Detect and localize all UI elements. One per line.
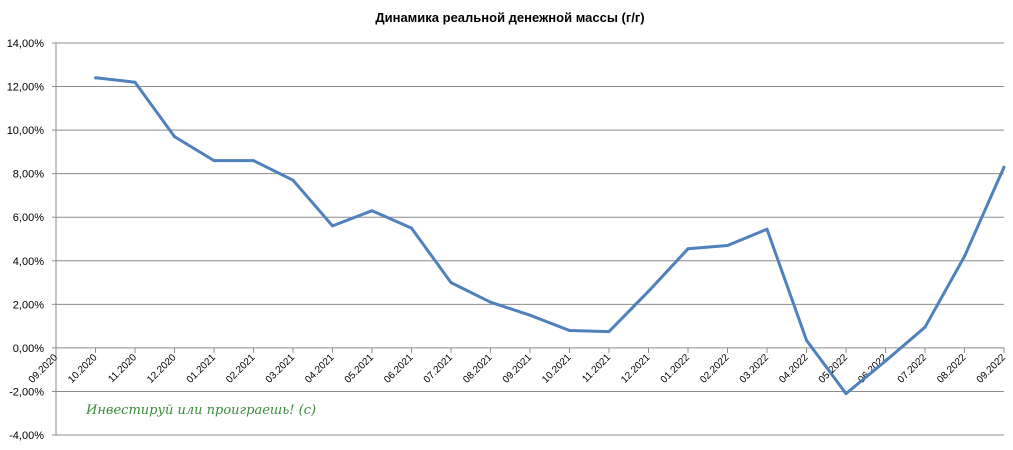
x-tick-label: 04.2022 (777, 352, 811, 386)
y-tick-label: 4,00% (13, 256, 44, 268)
data-point (252, 159, 255, 163)
x-tick-label: 11.2020 (106, 352, 139, 385)
x-tick-label: 04.2021 (303, 352, 337, 386)
data-point (607, 330, 611, 334)
x-tick-label: 09.2020 (27, 352, 61, 386)
x-tick-label: 02.2021 (224, 352, 258, 386)
data-point (1002, 165, 1006, 169)
data-point (568, 328, 571, 332)
x-tick-label: 10.2020 (66, 352, 100, 386)
x-tick-label: 05.2022 (817, 352, 851, 386)
data-point (410, 226, 413, 230)
data-point (805, 338, 808, 342)
series-group (94, 76, 1006, 396)
y-tick-label: 8,00% (13, 169, 44, 181)
y-tick-label: -2,00% (9, 386, 44, 398)
data-point (528, 313, 532, 317)
y-tick-label: 2,00% (13, 299, 44, 311)
chart-title: Динамика реальной денежной массы (г/г) (375, 10, 644, 25)
series-line (95, 76, 1006, 396)
x-tick-label: 10.2021 (540, 352, 574, 386)
x-tick-label: 11.2021 (580, 352, 613, 385)
data-point (765, 227, 769, 231)
data-point (884, 359, 887, 363)
x-tick-label: 03.2022 (738, 352, 772, 386)
y-tick-label: 14,00% (7, 38, 45, 50)
data-point (212, 159, 216, 163)
data-point (647, 289, 650, 293)
y-tick-label: 6,00% (13, 212, 44, 224)
y-tick-label: -4,00% (9, 430, 44, 442)
x-tick-label: 05.2021 (343, 352, 377, 386)
data-point (489, 300, 492, 304)
data-point (963, 254, 966, 258)
x-tick-label: 07.2021 (422, 352, 456, 386)
data-point (923, 325, 927, 329)
y-tick-label: 0,00% (13, 343, 44, 355)
x-tick-label: 12.2021 (619, 352, 653, 386)
x-tick-label: 03.2021 (264, 352, 298, 386)
x-tick-label: 01.2022 (659, 352, 693, 386)
data-point (726, 244, 729, 248)
data-point (133, 80, 137, 84)
x-tick-label: 08.2022 (935, 352, 969, 386)
x-tick-label: 08.2021 (461, 352, 495, 386)
y-tick-label: 12,00% (7, 82, 45, 94)
data-point (291, 178, 295, 182)
data-point (844, 392, 848, 396)
data-point (331, 224, 334, 228)
x-tick-label: 06.2021 (382, 352, 416, 386)
data-point (173, 135, 176, 139)
y-tick-label: 10,00% (7, 125, 45, 137)
x-tick-label: 01.2021 (185, 352, 219, 386)
x-tick-label: 02.2022 (698, 352, 732, 386)
watermark-text: Инвестируй или проиграешь! (с) (85, 403, 316, 418)
data-point (449, 281, 453, 285)
x-tick-label: 09.2021 (501, 352, 535, 386)
x-tick-label: 09.2022 (975, 352, 1009, 386)
y-axis: 14,00% 12,00% 10,00% 8,00% 6,00% 4,00% 2,00% 0,… (7, 38, 57, 442)
data-point (686, 247, 690, 251)
data-point (370, 209, 374, 213)
x-tick-label: 12.2020 (145, 352, 179, 386)
gridlines (56, 42, 1004, 436)
x-tick-label: 07.2022 (896, 352, 930, 386)
data-point (94, 76, 97, 80)
